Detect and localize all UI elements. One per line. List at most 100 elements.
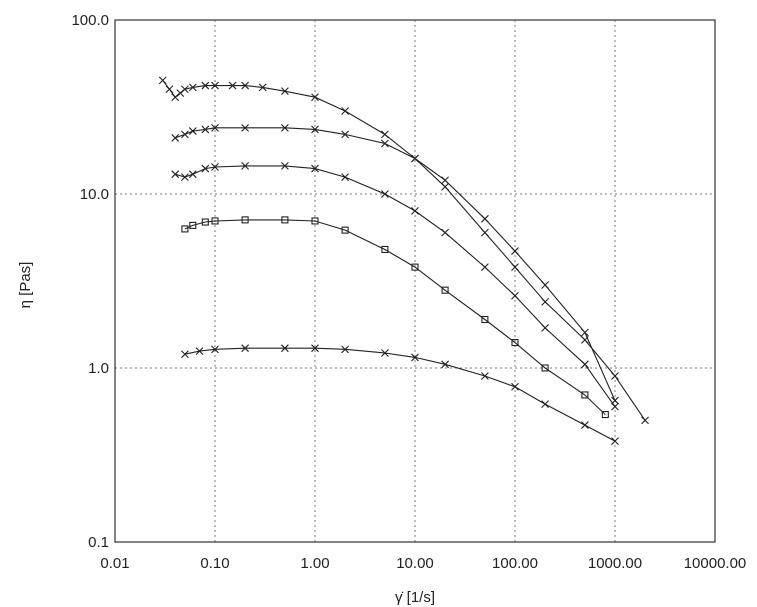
data-point-cross (341, 107, 349, 115)
tick-labels: 0.01 0.10 1.00 10.00 100.00 1000.00 10000.00 0.… (71, 12, 746, 572)
series-curve (184, 219, 606, 415)
y-tick-label: 100.0 (71, 12, 109, 29)
data-point-cross (211, 81, 219, 90)
data-point-cross (188, 83, 197, 92)
data-point-cross (311, 125, 319, 134)
y-tick-label: 10.0 (80, 186, 109, 203)
data-point-cross (241, 123, 249, 132)
grid-lines (115, 20, 715, 542)
data-point-cross (281, 123, 289, 132)
series-curve (162, 79, 646, 421)
data-point-cross (181, 85, 189, 94)
data-point-square (281, 216, 289, 224)
data-point-square (311, 217, 319, 225)
data-point-cross (481, 228, 489, 237)
data-point-cross (341, 130, 349, 139)
data-point-square (511, 339, 519, 347)
data-point-square (411, 263, 419, 271)
data-point-cross (381, 130, 389, 139)
data-point-cross (481, 214, 489, 223)
data-point-cross (281, 162, 289, 170)
data-point-cross (281, 87, 289, 96)
data-point-cross (341, 345, 349, 354)
y-axis-label: η [Pas] (17, 262, 34, 309)
data-series (171, 123, 619, 405)
data-point-cross (241, 81, 249, 90)
data-point-cross (188, 170, 197, 179)
x-tick-label: 0.10 (200, 555, 229, 572)
data-point-cross (158, 76, 167, 85)
data-series (171, 162, 619, 411)
data-point-cross (381, 139, 389, 148)
x-tick-label: 100.00 (492, 555, 538, 572)
data-point-cross (311, 93, 319, 102)
data-point-square (481, 315, 489, 324)
data-point-cross (171, 134, 180, 142)
data-point-cross (511, 247, 519, 255)
y-tick-label: 0.1 (88, 534, 109, 551)
data-point-cross (241, 344, 249, 353)
data-point-cross (441, 360, 449, 369)
data-point-cross (581, 421, 589, 429)
data-point-cross (411, 206, 419, 215)
data-point-cross (171, 170, 180, 179)
data-point-square (381, 245, 389, 254)
data-point-cross (611, 437, 619, 446)
series-curve (175, 127, 616, 401)
data-point-square (201, 218, 209, 226)
data-point-cross (641, 416, 649, 425)
data-point-cross (201, 125, 210, 134)
data-point-square (341, 226, 349, 234)
data-point-cross (441, 176, 449, 185)
data-point-square (189, 221, 197, 229)
data-point-cross (281, 344, 289, 353)
data-series (181, 344, 619, 446)
data-point-cross (228, 81, 237, 90)
x-tick-label: 10.00 (396, 555, 434, 572)
data-point-cross (181, 173, 189, 182)
data-point-cross (381, 349, 389, 357)
data-point-cross (241, 162, 249, 170)
data-series (158, 76, 649, 425)
data-point-cross (381, 190, 389, 198)
data-point-cross (481, 263, 489, 272)
data-point-cross (511, 382, 519, 391)
data-point-cross (411, 154, 419, 163)
data-point-cross (511, 291, 519, 300)
x-tick-label: 1000.00 (588, 555, 642, 572)
x-tick-label: 0.01 (100, 555, 129, 572)
data-point-cross (541, 281, 549, 289)
data-point-cross (188, 127, 197, 135)
data-point-square (211, 217, 219, 225)
x-tick-label: 1.00 (300, 555, 329, 572)
data-point-cross (201, 81, 210, 90)
data-point-cross (181, 350, 189, 359)
data-point-square (181, 225, 189, 233)
data-point-cross (581, 328, 589, 337)
x-axis-label: γ̇ [1/s] (395, 589, 435, 606)
y-tick-label: 1.0 (88, 360, 109, 377)
data-series-group (158, 76, 649, 446)
data-point-cross (611, 372, 619, 380)
data-point-square (601, 411, 609, 419)
x-tick-label: 10000.00 (684, 555, 747, 572)
plot-frame (114, 19, 716, 543)
data-point-cross (165, 85, 174, 94)
data-point-cross (411, 353, 419, 362)
data-point-cross (211, 345, 219, 354)
data-series (181, 216, 609, 419)
data-point-cross (541, 297, 549, 306)
data-point-cross (311, 164, 319, 173)
data-point-cross (195, 347, 204, 356)
data-point-cross (581, 360, 589, 369)
data-point-cross (201, 164, 210, 173)
data-point-cross (211, 123, 219, 132)
data-point-square (541, 364, 549, 372)
data-point-cross (481, 372, 489, 380)
data-point-cross (211, 163, 219, 171)
data-point-cross (541, 324, 549, 332)
data-point-square (581, 391, 589, 399)
data-point-cross (171, 93, 180, 102)
data-point-square (441, 286, 449, 294)
